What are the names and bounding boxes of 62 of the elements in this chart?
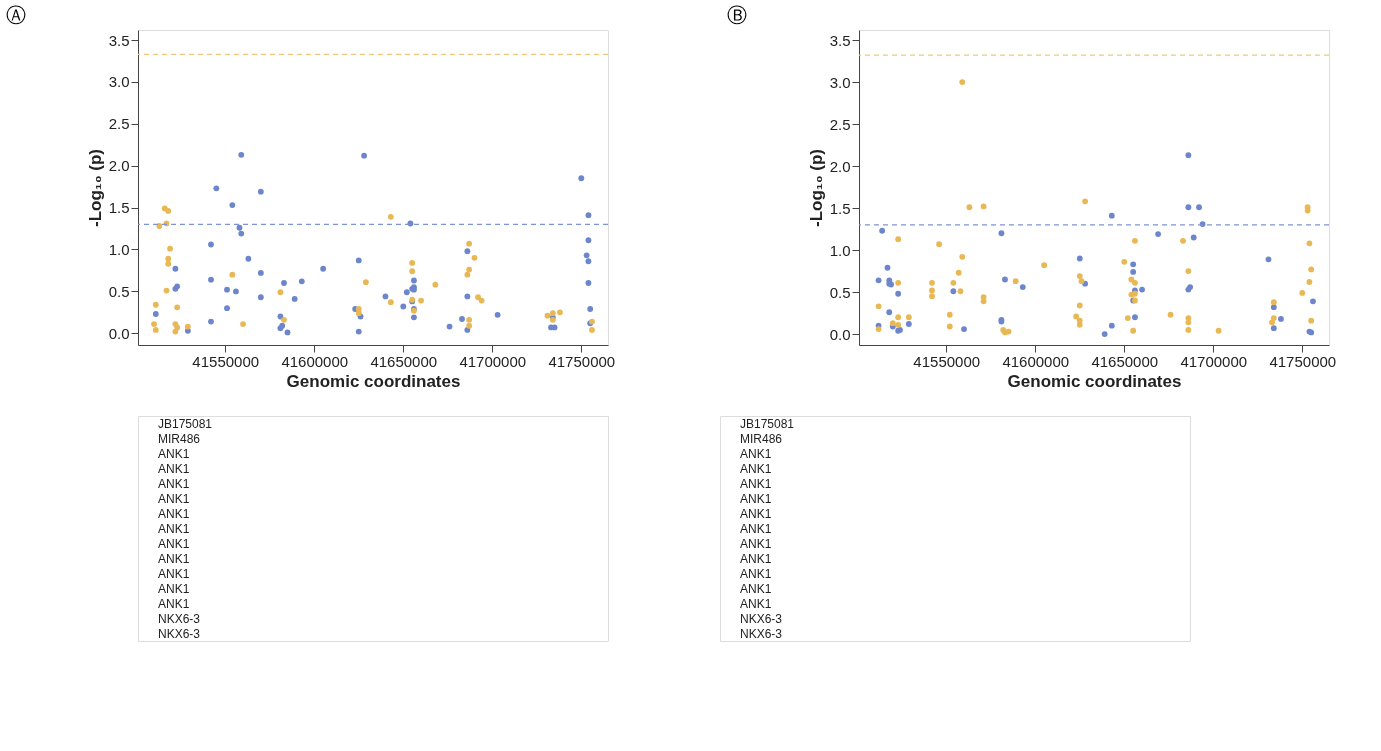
text: MIR486 (158, 431, 201, 446)
y-tick-label: 1.5 (108, 199, 130, 217)
y-tick-label: 3.0 (829, 73, 851, 91)
text: JB175081 (158, 416, 213, 431)
text: MIR486 (740, 431, 783, 446)
x-tick-label: 41750000 (548, 352, 616, 370)
y-tick-label: 3.5 (108, 31, 130, 49)
x-axis-title: Genomic coordinates (1007, 371, 1182, 391)
x-tick-label: 41550000 (192, 352, 260, 370)
text: ANK1 (740, 461, 772, 476)
y-tick-label: 3.5 (829, 31, 851, 49)
y-tick-label: 2.5 (108, 115, 130, 133)
text: ANK1 (740, 581, 772, 596)
y-tick-label: 0.5 (829, 283, 851, 301)
text: ANK1 (158, 596, 190, 611)
text: ANK1 (158, 551, 190, 566)
y-tick-label: 0.5 (108, 282, 130, 300)
text: ANK1 (740, 446, 772, 461)
y-tick-label: 2.5 (829, 115, 851, 133)
x-tick-label: 41650000 (370, 352, 438, 370)
y-axis-title: -Log₁₀ (p) (806, 149, 826, 227)
text: ANK1 (740, 536, 772, 551)
text: ANK1 (740, 476, 772, 491)
x-tick-label: 41650000 (1091, 352, 1159, 370)
x-tick-label: 41750000 (1269, 352, 1337, 370)
x-axis-title: Genomic coordinates (286, 371, 461, 391)
text: ANK1 (740, 506, 772, 521)
text: NKX6-3 (740, 611, 783, 626)
text: ANK1 (740, 521, 772, 536)
text: ANK1 (740, 596, 772, 611)
text: NKX6-3 (158, 611, 201, 626)
y-tick-label: 3.0 (108, 73, 130, 91)
text: ANK1 (158, 446, 190, 461)
y-tick-label: 2.0 (108, 157, 130, 175)
x-tick-label: 41600000 (1002, 352, 1070, 370)
text: ANK1 (740, 566, 772, 581)
text: NKX6-3 (158, 626, 201, 641)
y-tick-label: 1.0 (108, 240, 130, 258)
text: ANK1 (740, 491, 772, 506)
text: ANK1 (158, 521, 190, 536)
text: ANK1 (740, 551, 772, 566)
text: ANK1 (158, 566, 190, 581)
y-axis-title: -Log₁₀ (p) (85, 149, 105, 227)
y-tick-label: 1.5 (829, 199, 851, 217)
text: ANK1 (158, 461, 190, 476)
y-tick-label: 0.0 (108, 324, 130, 342)
text: JB175081 (740, 416, 795, 431)
text: ANK1 (158, 491, 190, 506)
chart-title: Ⓐ (6, 3, 27, 27)
chart-title: Ⓑ (727, 3, 748, 27)
text: ANK1 (158, 536, 190, 551)
text: ANK1 (158, 581, 190, 596)
text: NKX6-3 (740, 626, 783, 641)
x-tick-label: 41600000 (281, 352, 349, 370)
y-tick-label: 0.0 (829, 325, 851, 343)
x-tick-label: 41700000 (459, 352, 527, 370)
x-tick-label: 41700000 (1180, 352, 1248, 370)
text: ANK1 (158, 506, 190, 521)
x-tick-label: 41550000 (913, 352, 981, 370)
y-tick-label: 1.0 (829, 241, 851, 259)
text: ANK1 (158, 476, 190, 491)
y-tick-label: 2.0 (829, 157, 851, 175)
